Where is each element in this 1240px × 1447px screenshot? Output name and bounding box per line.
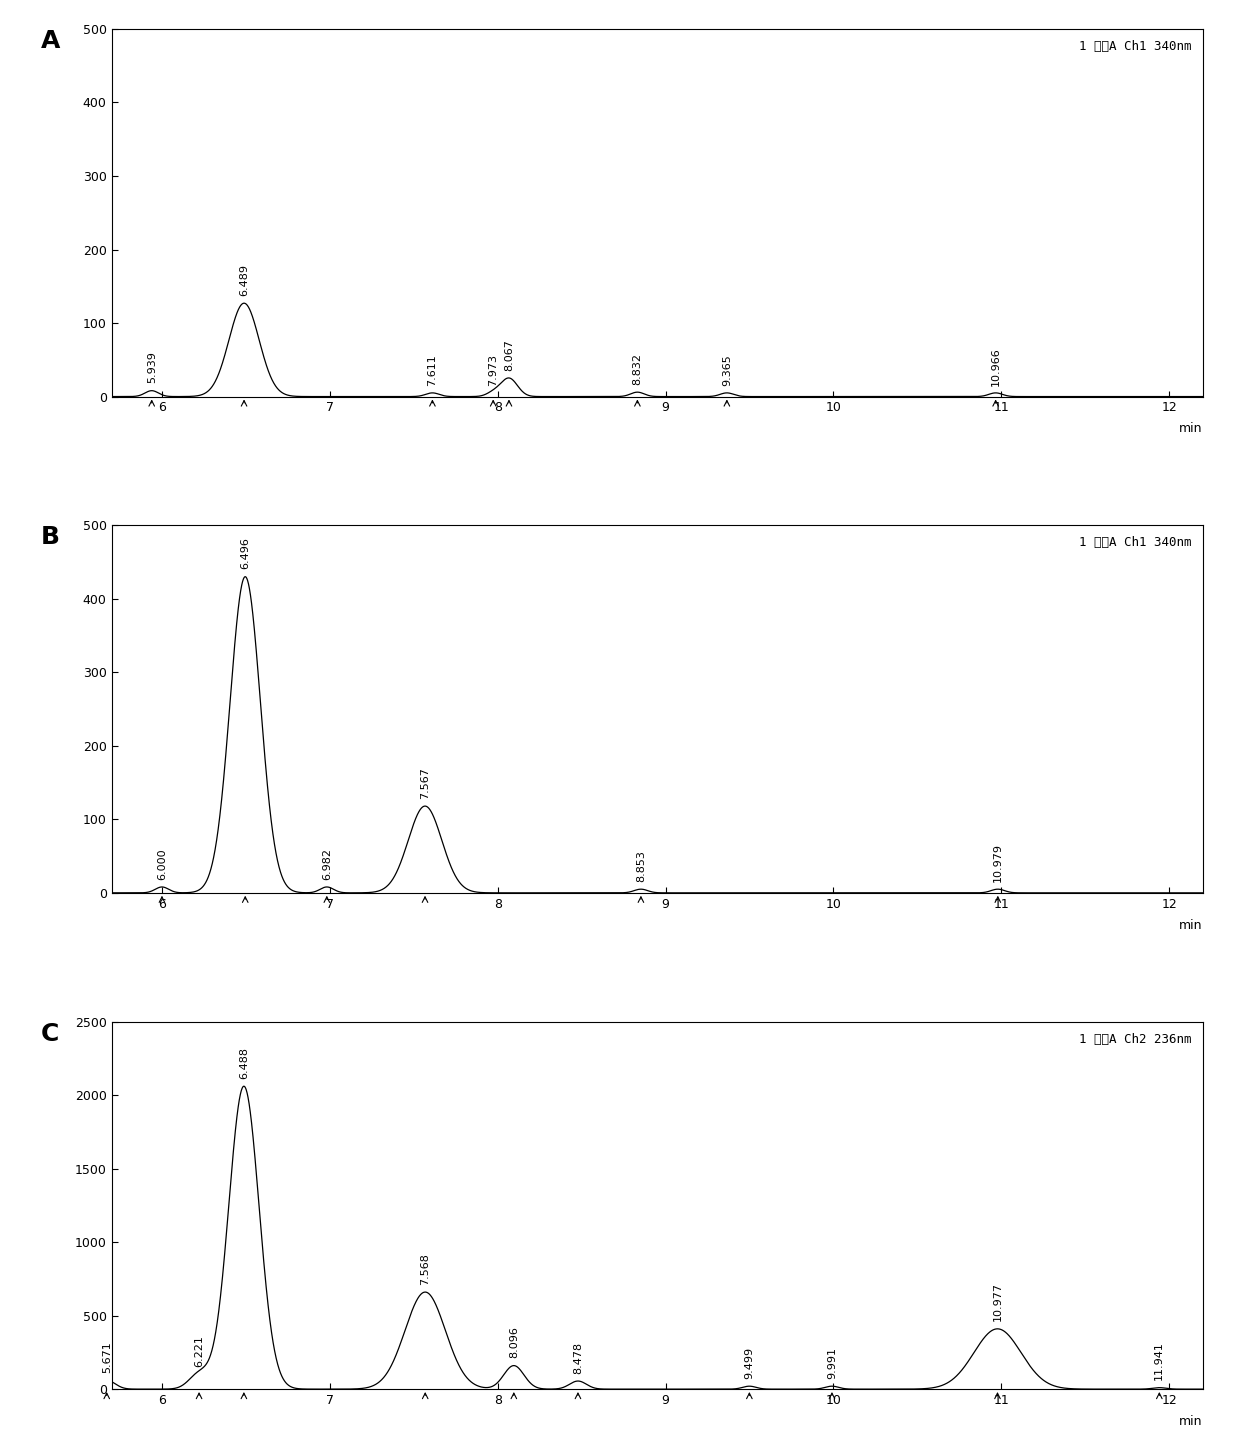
Text: 6.496: 6.496 [241, 537, 250, 569]
Text: 9.499: 9.499 [744, 1347, 754, 1379]
Text: 8.853: 8.853 [636, 849, 646, 881]
Text: 9.991: 9.991 [827, 1347, 837, 1379]
Text: 1 检测A Ch1 340nm: 1 检测A Ch1 340nm [1079, 41, 1192, 54]
Text: 9.365: 9.365 [722, 353, 732, 385]
Text: 7.567: 7.567 [420, 767, 430, 799]
Text: 7.568: 7.568 [420, 1253, 430, 1285]
Text: 6.489: 6.489 [239, 263, 249, 295]
Text: min: min [1179, 423, 1203, 436]
Text: 8.067: 8.067 [503, 339, 513, 370]
Text: 6.982: 6.982 [322, 848, 332, 880]
Text: 8.832: 8.832 [632, 353, 642, 385]
Text: A: A [41, 29, 60, 54]
Text: 1 检测A Ch1 340nm: 1 检测A Ch1 340nm [1079, 537, 1192, 550]
Text: 11.941: 11.941 [1154, 1341, 1164, 1380]
Text: 10.977: 10.977 [992, 1282, 1002, 1321]
Text: min: min [1179, 919, 1203, 932]
Text: B: B [41, 525, 60, 550]
Text: 7.973: 7.973 [489, 353, 498, 385]
Text: 7.611: 7.611 [428, 353, 438, 385]
Text: 1 检测A Ch2 236nm: 1 检测A Ch2 236nm [1079, 1033, 1192, 1046]
Text: 6.488: 6.488 [239, 1046, 249, 1079]
Text: 5.671: 5.671 [102, 1341, 112, 1373]
Text: C: C [41, 1022, 60, 1046]
Text: min: min [1179, 1415, 1203, 1428]
Text: 10.979: 10.979 [993, 842, 1003, 881]
Text: 10.966: 10.966 [991, 347, 1001, 385]
Text: 6.221: 6.221 [195, 1336, 205, 1367]
Text: 6.000: 6.000 [157, 848, 167, 880]
Text: 8.478: 8.478 [573, 1341, 583, 1373]
Text: 5.939: 5.939 [146, 352, 156, 383]
Text: 8.096: 8.096 [508, 1327, 518, 1359]
